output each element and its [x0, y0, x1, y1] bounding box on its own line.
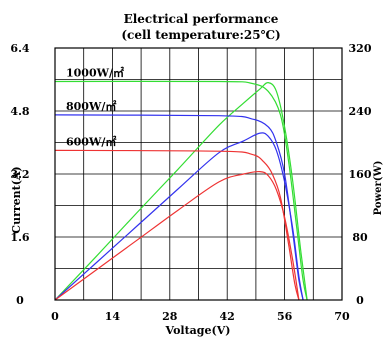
y2-axis-ticks: 0 80 160 240 320	[349, 42, 372, 307]
y2-tick-label: 160	[349, 168, 372, 181]
series-layer	[54, 80, 308, 301]
y-axis-label: Current(A)	[10, 166, 23, 233]
y-tick-label: 3.2	[10, 168, 29, 181]
series-labels: 1000W/㎡ 800W/㎡ 600W/㎡	[66, 65, 124, 148]
plot-frame	[54, 47, 343, 301]
y-tick-label: 4.8	[10, 105, 29, 118]
series-label-2: 800W/㎡	[66, 99, 116, 113]
chart-title-line-1: Electrical performance	[124, 12, 279, 26]
y2-axis-label: Power(W)	[373, 161, 384, 216]
y-tick-label: 6.4	[10, 42, 29, 55]
x-axis-label: Voltage(V)	[165, 324, 231, 337]
y-tick-label: 1.6	[10, 231, 29, 244]
y-axis-ticks: 0 1.6 3.2 4.8 6.4	[10, 42, 29, 307]
y2-tick-label: 0	[356, 294, 364, 307]
y2-tick-label: 80	[352, 231, 368, 244]
x-tick-label: 70	[334, 310, 350, 323]
y-tick-label: 0	[16, 294, 24, 307]
x-tick-label: 0	[51, 310, 59, 323]
x-tick-label: 28	[162, 310, 178, 323]
y2-tick-label: 240	[349, 105, 372, 118]
current-curve-series-3	[54, 149, 300, 301]
y2-tick-label: 320	[349, 42, 372, 55]
x-tick-label: 42	[220, 310, 235, 323]
x-tick-label: 56	[277, 310, 293, 323]
current-curve-series-1	[54, 80, 308, 301]
series-label-1: 1000W/㎡	[66, 65, 124, 79]
series-label-3: 600W/㎡	[66, 134, 116, 148]
x-tick-label: 14	[105, 310, 121, 323]
chart-title-line-2: (cell temperature:25℃)	[121, 28, 280, 42]
power-curve-series-2	[54, 132, 304, 301]
power-curve-series-1	[54, 81, 308, 301]
plot-grid	[55, 48, 342, 300]
power-curve-series-3	[54, 170, 300, 301]
x-axis-ticks: 0 14 28 42 56 70	[51, 310, 350, 323]
